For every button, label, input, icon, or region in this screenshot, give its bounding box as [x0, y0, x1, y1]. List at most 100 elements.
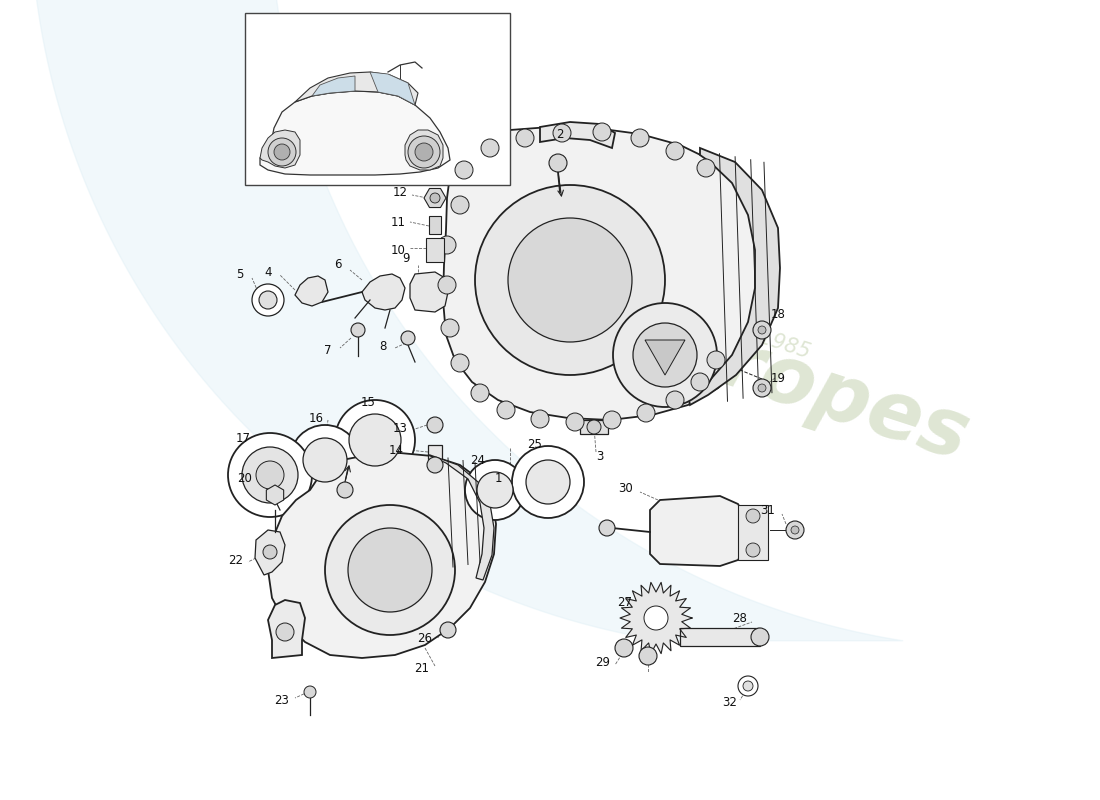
Bar [426, 238, 444, 262]
Circle shape [242, 447, 298, 503]
Circle shape [465, 460, 525, 520]
Circle shape [758, 326, 766, 334]
Text: 31: 31 [760, 503, 775, 517]
Circle shape [497, 401, 515, 419]
Circle shape [516, 129, 534, 147]
Polygon shape [362, 274, 405, 310]
Circle shape [471, 384, 490, 402]
Bar [428, 445, 442, 459]
Bar [580, 420, 608, 434]
Circle shape [637, 404, 654, 422]
Text: 20: 20 [238, 471, 252, 485]
Circle shape [441, 319, 459, 337]
Text: 6: 6 [334, 258, 342, 271]
Circle shape [336, 400, 415, 480]
Circle shape [438, 276, 456, 294]
Circle shape [603, 411, 622, 429]
Text: 9: 9 [403, 251, 409, 265]
Circle shape [475, 185, 666, 375]
Circle shape [302, 438, 346, 482]
Bar [429, 216, 441, 234]
Text: 16: 16 [308, 411, 323, 425]
Text: 17: 17 [235, 431, 251, 445]
Circle shape [258, 291, 277, 309]
Polygon shape [370, 72, 415, 105]
Polygon shape [295, 276, 328, 306]
Text: 1: 1 [494, 471, 502, 485]
Text: 11: 11 [390, 215, 406, 229]
Circle shape [666, 142, 684, 160]
Text: 25: 25 [528, 438, 542, 451]
Polygon shape [688, 148, 780, 405]
Circle shape [451, 196, 469, 214]
Text: 32: 32 [723, 695, 737, 709]
Text: europes: europes [605, 290, 979, 478]
Text: 18: 18 [771, 309, 785, 322]
Polygon shape [312, 76, 355, 96]
Circle shape [666, 391, 684, 409]
Circle shape [276, 623, 294, 641]
Text: 22: 22 [229, 554, 243, 566]
Polygon shape [428, 455, 494, 580]
Circle shape [351, 323, 365, 337]
Polygon shape [295, 72, 418, 105]
Circle shape [691, 373, 710, 391]
Text: 26: 26 [418, 631, 432, 645]
Circle shape [290, 425, 360, 495]
Circle shape [526, 460, 570, 504]
Circle shape [742, 681, 754, 691]
Circle shape [697, 159, 715, 177]
Bar [680, 628, 760, 646]
Text: 13: 13 [393, 422, 407, 434]
Circle shape [427, 457, 443, 473]
Text: 21: 21 [415, 662, 429, 674]
Polygon shape [540, 122, 615, 148]
Circle shape [549, 154, 566, 172]
Text: 3: 3 [596, 450, 604, 462]
Polygon shape [268, 453, 496, 658]
Polygon shape [645, 340, 685, 375]
Text: 12: 12 [393, 186, 407, 199]
Circle shape [438, 236, 456, 254]
Circle shape [613, 303, 717, 407]
Circle shape [337, 482, 353, 498]
Circle shape [455, 161, 473, 179]
Text: a passion for parts since 1985: a passion for parts since 1985 [507, 246, 813, 362]
Circle shape [791, 526, 799, 534]
Polygon shape [424, 189, 446, 207]
Circle shape [632, 323, 697, 387]
Circle shape [512, 446, 584, 518]
Circle shape [408, 136, 440, 168]
Polygon shape [450, 138, 490, 180]
Circle shape [256, 461, 284, 489]
Circle shape [440, 622, 456, 638]
Text: 29: 29 [595, 655, 610, 669]
Circle shape [746, 543, 760, 557]
Circle shape [508, 218, 632, 342]
Polygon shape [255, 530, 285, 575]
Polygon shape [650, 496, 745, 566]
Polygon shape [268, 600, 305, 658]
Circle shape [751, 628, 769, 646]
Text: 30: 30 [618, 482, 634, 494]
Text: 23: 23 [275, 694, 289, 706]
Circle shape [707, 351, 725, 369]
Circle shape [615, 639, 632, 657]
Text: 10: 10 [390, 243, 406, 257]
Circle shape [252, 284, 284, 316]
Circle shape [600, 520, 615, 536]
Text: 15: 15 [361, 395, 375, 409]
Polygon shape [620, 582, 692, 654]
Circle shape [263, 545, 277, 559]
Circle shape [754, 321, 771, 339]
Circle shape [566, 413, 584, 431]
Circle shape [553, 124, 571, 142]
Bar [738, 505, 768, 560]
Text: 19: 19 [770, 371, 785, 385]
Circle shape [349, 414, 402, 466]
Circle shape [644, 606, 668, 630]
Text: 14: 14 [388, 443, 404, 457]
Circle shape [348, 528, 432, 612]
Circle shape [415, 143, 433, 161]
Text: 4: 4 [264, 266, 272, 278]
